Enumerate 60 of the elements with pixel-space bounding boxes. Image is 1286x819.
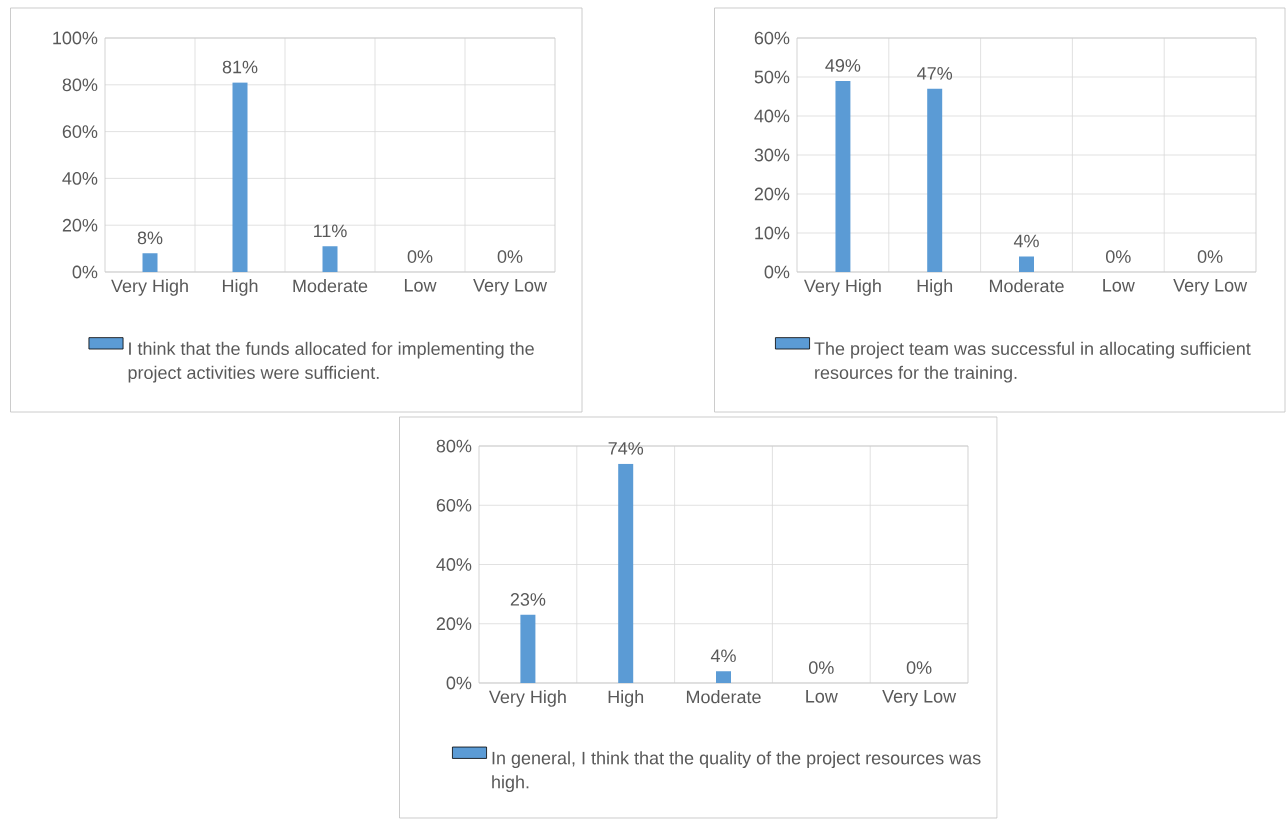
y-tick-label: 0% [764, 265, 790, 279]
x-tick-label: Very Low [1173, 279, 1248, 296]
data-label: 0% [808, 661, 834, 674]
y-tick-label: 100% [53, 31, 98, 45]
legend-label: In general, I think that the quality of the project resources was high. [492, 751, 981, 793]
y-tick-label: 30% [754, 148, 790, 162]
y-tick-label: 40% [436, 558, 472, 571]
x-tick-label: Moderate [686, 690, 761, 704]
data-label: 0% [1105, 250, 1131, 263]
x-tick-label: Very High [803, 279, 881, 296]
bar [1019, 256, 1034, 272]
bar [142, 253, 158, 272]
y-tick-label: 80% [62, 78, 98, 92]
data-label: 0% [407, 250, 433, 263]
y-tick-label: 20% [62, 218, 98, 232]
x-tick-label: Very Low [473, 279, 548, 296]
y-tick-label: 60% [754, 31, 790, 45]
x-tick-label: High [222, 279, 258, 296]
y-tick-label: 0% [72, 265, 98, 279]
data-label: 4% [710, 649, 736, 663]
x-tick-label: Moderate [989, 279, 1064, 293]
x-tick-label: Very High [111, 279, 188, 296]
x-tick-label: Low [806, 690, 838, 703]
bar [835, 80, 851, 272]
data-label: 0% [1197, 250, 1223, 263]
data-label: 23% [510, 593, 546, 606]
y-tick-label: 60% [62, 125, 98, 138]
y-tick-label: 20% [754, 187, 790, 201]
data-label: 0% [906, 661, 932, 674]
legend-label: I think that the funds allocated for implementing the project activities were sufficient. [128, 341, 534, 383]
y-tick-label: 40% [754, 109, 790, 123]
legend-label: The project team was successful in allocating sufficient resources for the training. [814, 341, 1251, 383]
data-label: 4% [1013, 234, 1039, 248]
data-label: 8% [137, 231, 163, 245]
y-tick-label: 80% [436, 439, 472, 453]
y-tick-label: 40% [62, 172, 98, 185]
x-tick-label: Low [404, 279, 437, 292]
data-label: 47% [917, 67, 953, 80]
y-tick-label: 60% [436, 498, 472, 512]
bar [927, 88, 943, 272]
y-tick-label: 20% [436, 617, 472, 631]
x-tick-label: High [917, 279, 953, 296]
data-label: 11% [314, 224, 347, 238]
bar [716, 671, 731, 683]
y-tick-label: 50% [754, 70, 790, 84]
bar [232, 82, 248, 272]
x-tick-label: Low [1103, 279, 1135, 292]
y-tick-label: 10% [755, 226, 790, 240]
x-tick-label: Moderate [293, 279, 368, 293]
data-label: 49% [825, 59, 861, 72]
x-tick-label: Very Low [882, 690, 957, 707]
data-label: 81% [222, 60, 258, 74]
bar [618, 463, 634, 683]
data-label: 0% [497, 250, 523, 263]
bar [520, 614, 536, 683]
x-tick-label: Very High [488, 690, 566, 707]
y-tick-label: 0% [446, 676, 472, 690]
data-label: 74% [608, 442, 644, 455]
x-tick-label: High [608, 690, 644, 707]
bar [322, 246, 338, 272]
